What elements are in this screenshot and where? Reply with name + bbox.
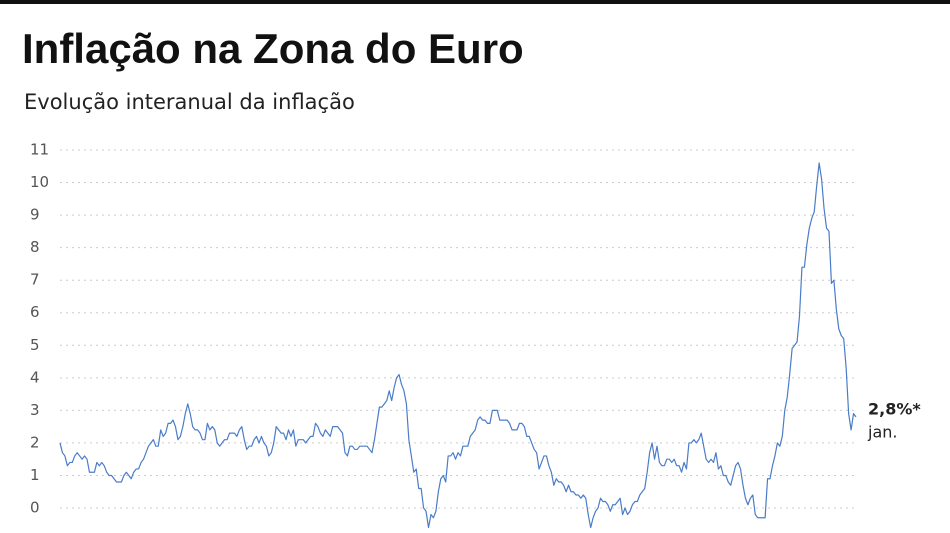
end-note: jan. (867, 423, 897, 442)
y-tick-label: 4 (30, 368, 40, 386)
chart-subtitle: Evolução interanual da inflação (24, 90, 355, 114)
y-tick-label: 1 (30, 466, 40, 484)
y-tick-label: 10 (30, 173, 49, 191)
chart-title: Inflação na Zona do Euro (22, 25, 524, 72)
y-tick-label: 11 (30, 141, 49, 159)
end-label: 2,8%* (868, 400, 921, 419)
y-tick-label: 8 (30, 238, 40, 256)
y-tick-label: 7 (30, 271, 40, 289)
data-line (59, 162, 857, 529)
y-tick-label: 2 (30, 433, 40, 451)
y-tick-label: 0 (30, 499, 40, 517)
y-tick-label: 3 (30, 401, 40, 419)
top-bar (0, 0, 950, 4)
y-tick-label: 5 (30, 336, 40, 354)
y-tick-label: 9 (30, 206, 40, 224)
y-tick-label: 6 (30, 303, 40, 321)
